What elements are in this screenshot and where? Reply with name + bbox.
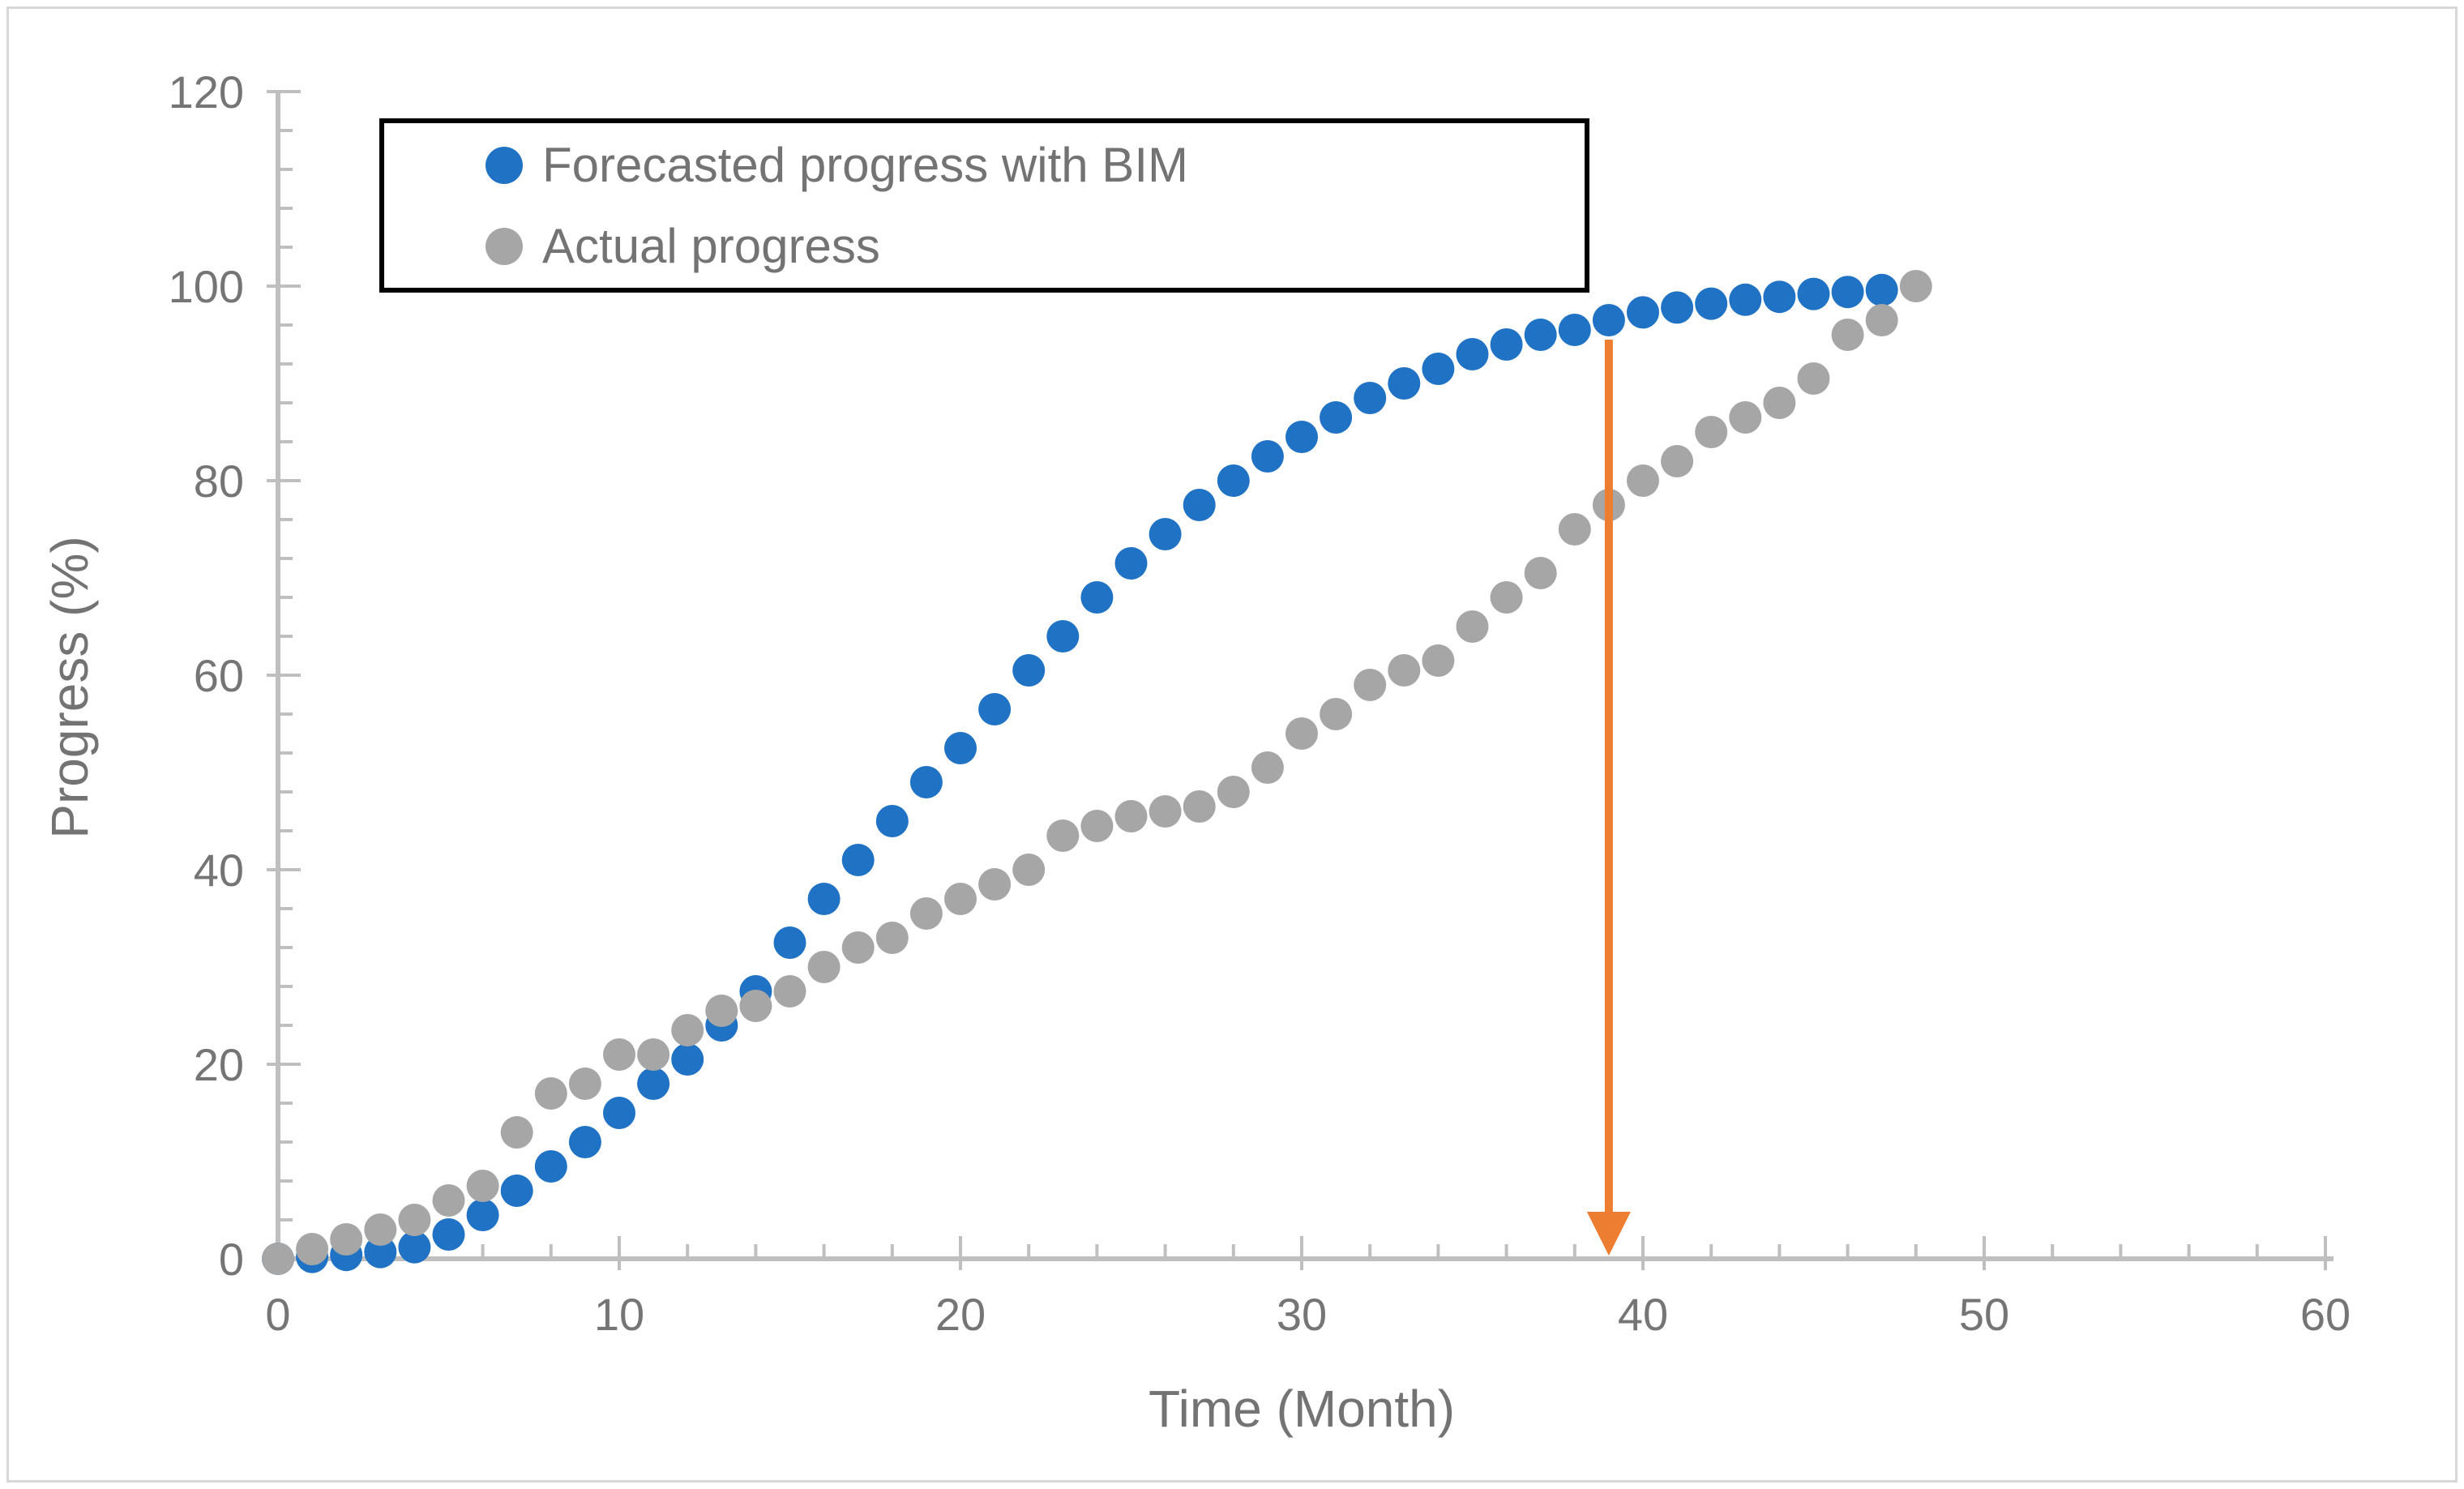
- svg-text:120: 120: [169, 66, 244, 118]
- svg-text:0: 0: [265, 1289, 290, 1340]
- legend-item-actual: Actual progress: [486, 208, 1585, 285]
- y-axis-title: Progress (%): [41, 536, 99, 839]
- svg-text:60: 60: [194, 650, 244, 701]
- legend-label-actual: Actual progress: [542, 218, 880, 273]
- legend-label-forecast: Forecasted progress with BIM: [542, 137, 1188, 192]
- svg-text:10: 10: [594, 1289, 644, 1340]
- svg-text:50: 50: [1959, 1289, 2009, 1340]
- svg-text:60: 60: [2300, 1289, 2351, 1340]
- svg-text:20: 20: [935, 1289, 986, 1340]
- svg-text:20: 20: [194, 1039, 244, 1090]
- scatter-plot-canvas: 0 10 20 30 40 50 60 0 20 40 60 80 100 120: [169, 66, 2351, 1340]
- svg-text:40: 40: [194, 845, 244, 896]
- forecast-series-dot-icon: [486, 146, 523, 184]
- svg-text:30: 30: [1277, 1289, 1327, 1340]
- svg-text:40: 40: [1618, 1289, 1668, 1340]
- chart-figure: 0 10 20 30 40 50 60 0 20 40 60 80 100 120 Forecasted …: [6, 6, 2458, 1483]
- legend: Forecasted progress with BIM Actual prog…: [379, 118, 1589, 293]
- x-axis-title: Time (Month): [1148, 1380, 1456, 1438]
- svg-text:0: 0: [219, 1234, 244, 1285]
- actual-series-dot-icon: [486, 227, 523, 265]
- svg-text:80: 80: [194, 456, 244, 507]
- svg-text:100: 100: [169, 261, 244, 312]
- legend-item-forecast: Forecasted progress with BIM: [486, 126, 1585, 204]
